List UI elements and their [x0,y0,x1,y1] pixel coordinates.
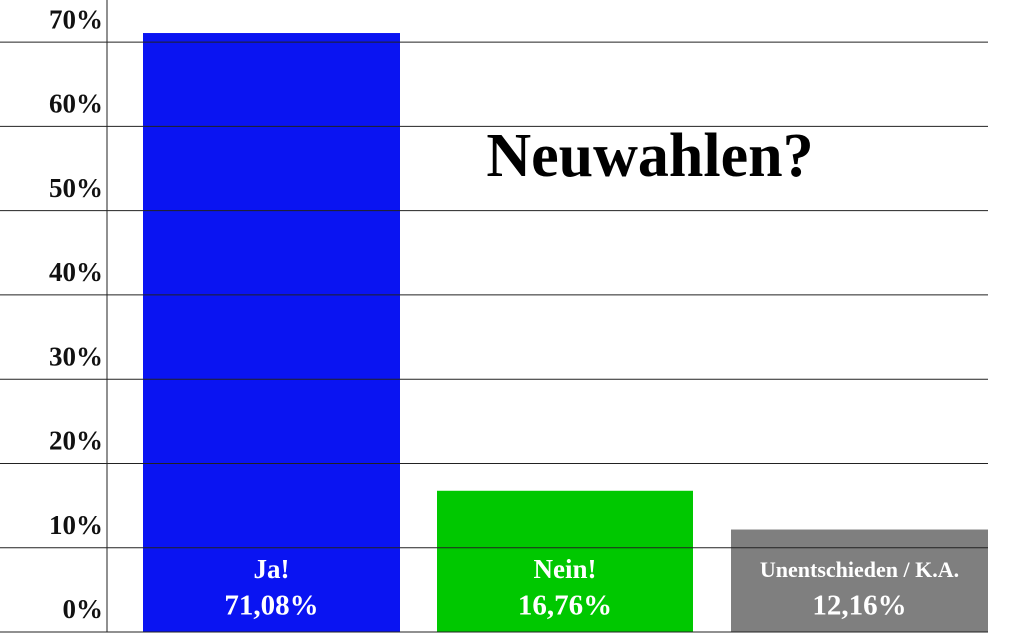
category-label: Ja! [254,554,290,584]
y-tick-label: 20% [49,426,103,456]
chart-title: Neuwahlen? [486,122,813,190]
y-tick-label: 30% [49,341,103,371]
bar [437,490,693,632]
value-label: 71,08% [224,590,318,622]
value-label: 16,76% [518,590,612,622]
y-tick-label: 70% [49,4,103,34]
category-label: Nein! [534,554,597,584]
bar [731,529,988,632]
y-tick-label: 50% [49,173,103,203]
y-tick-label: 0% [63,594,104,624]
y-tick-label: 60% [49,89,103,119]
y-tick-label: 40% [49,257,103,287]
y-tick-label: 10% [49,510,103,540]
value-label: 12,16% [812,590,906,622]
category-label: Unentschieden / K.A. [760,557,959,582]
bar [143,33,400,632]
